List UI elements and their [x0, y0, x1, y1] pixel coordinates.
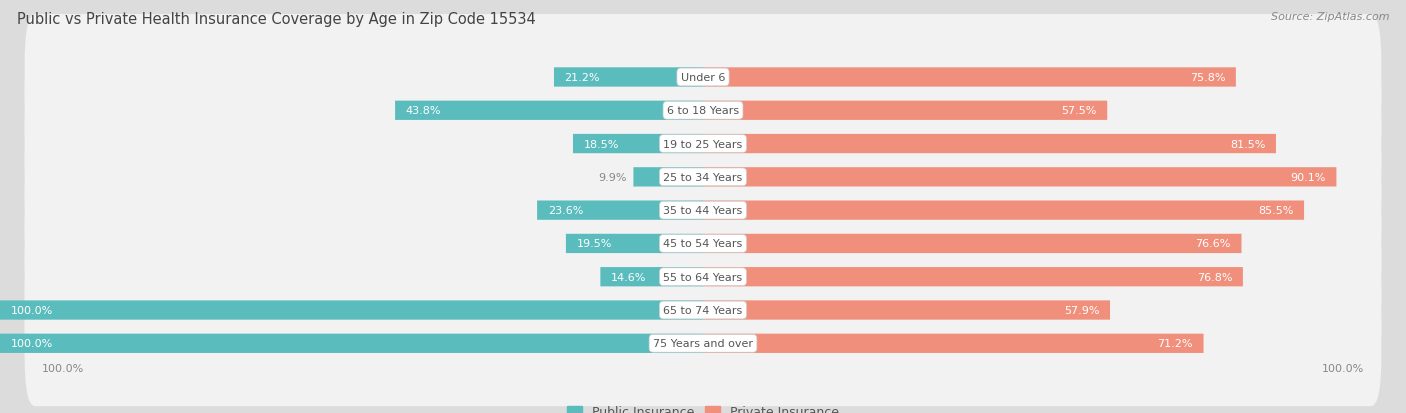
Text: 19.5%: 19.5%: [576, 239, 612, 249]
FancyBboxPatch shape: [600, 268, 703, 287]
Text: 57.5%: 57.5%: [1062, 106, 1097, 116]
Text: 76.8%: 76.8%: [1197, 272, 1233, 282]
FancyBboxPatch shape: [25, 214, 1381, 340]
FancyBboxPatch shape: [0, 301, 703, 320]
FancyBboxPatch shape: [703, 68, 1236, 88]
Text: 57.9%: 57.9%: [1064, 305, 1099, 315]
Text: 100.0%: 100.0%: [42, 363, 84, 373]
FancyBboxPatch shape: [25, 148, 1381, 273]
FancyBboxPatch shape: [25, 181, 1381, 306]
FancyBboxPatch shape: [703, 201, 1305, 220]
FancyBboxPatch shape: [703, 334, 1204, 353]
Legend: Public Insurance, Private Insurance: Public Insurance, Private Insurance: [562, 401, 844, 413]
FancyBboxPatch shape: [25, 48, 1381, 174]
Text: Under 6: Under 6: [681, 73, 725, 83]
Text: 76.6%: 76.6%: [1195, 239, 1232, 249]
FancyBboxPatch shape: [25, 115, 1381, 240]
Text: 71.2%: 71.2%: [1157, 339, 1192, 349]
Text: Public vs Private Health Insurance Coverage by Age in Zip Code 15534: Public vs Private Health Insurance Cover…: [17, 12, 536, 27]
Text: 35 to 44 Years: 35 to 44 Years: [664, 206, 742, 216]
FancyBboxPatch shape: [703, 168, 1336, 187]
FancyBboxPatch shape: [703, 234, 1241, 254]
Text: 19 to 25 Years: 19 to 25 Years: [664, 139, 742, 149]
FancyBboxPatch shape: [25, 81, 1381, 207]
Text: 43.8%: 43.8%: [406, 106, 441, 116]
FancyBboxPatch shape: [0, 334, 703, 353]
Text: 6 to 18 Years: 6 to 18 Years: [666, 106, 740, 116]
Text: 75.8%: 75.8%: [1189, 73, 1226, 83]
Text: 55 to 64 Years: 55 to 64 Years: [664, 272, 742, 282]
FancyBboxPatch shape: [537, 201, 703, 220]
FancyBboxPatch shape: [703, 268, 1243, 287]
Text: 75 Years and over: 75 Years and over: [652, 339, 754, 349]
FancyBboxPatch shape: [574, 135, 703, 154]
Text: 18.5%: 18.5%: [583, 139, 619, 149]
Text: 23.6%: 23.6%: [548, 206, 583, 216]
Text: 45 to 54 Years: 45 to 54 Years: [664, 239, 742, 249]
FancyBboxPatch shape: [25, 247, 1381, 373]
FancyBboxPatch shape: [633, 168, 703, 187]
Text: 14.6%: 14.6%: [612, 272, 647, 282]
Text: 100.0%: 100.0%: [11, 305, 53, 315]
FancyBboxPatch shape: [25, 281, 1381, 406]
Text: 100.0%: 100.0%: [11, 339, 53, 349]
FancyBboxPatch shape: [565, 234, 703, 254]
Text: 85.5%: 85.5%: [1258, 206, 1294, 216]
Text: 81.5%: 81.5%: [1230, 139, 1265, 149]
FancyBboxPatch shape: [554, 68, 703, 88]
Text: Source: ZipAtlas.com: Source: ZipAtlas.com: [1271, 12, 1389, 22]
Text: 21.2%: 21.2%: [565, 73, 600, 83]
FancyBboxPatch shape: [395, 101, 703, 121]
Text: 100.0%: 100.0%: [1322, 363, 1364, 373]
Text: 25 to 34 Years: 25 to 34 Years: [664, 173, 742, 183]
Text: 90.1%: 90.1%: [1291, 173, 1326, 183]
FancyBboxPatch shape: [703, 101, 1108, 121]
FancyBboxPatch shape: [703, 135, 1277, 154]
Text: 9.9%: 9.9%: [598, 173, 626, 183]
Text: 65 to 74 Years: 65 to 74 Years: [664, 305, 742, 315]
FancyBboxPatch shape: [25, 15, 1381, 140]
FancyBboxPatch shape: [703, 301, 1111, 320]
